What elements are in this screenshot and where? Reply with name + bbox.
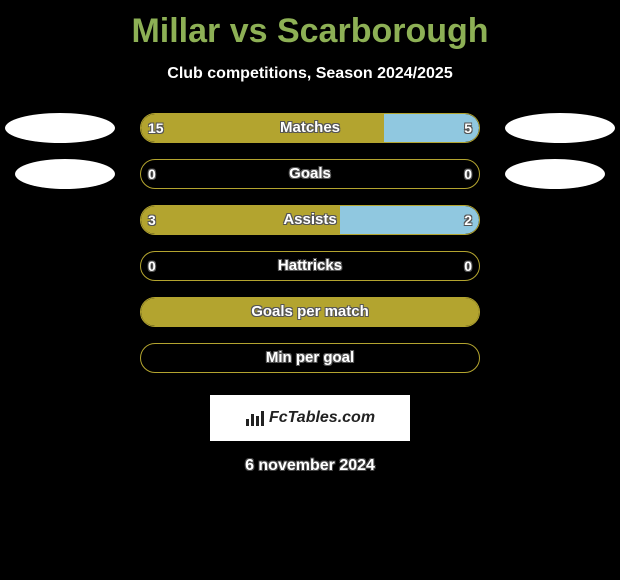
bar-left — [141, 114, 384, 142]
bar-container — [140, 113, 480, 143]
stat-row: Min per goal — [0, 343, 620, 389]
team-right-badge-icon — [505, 159, 605, 189]
stats-area: 15 Matches 5 0 Goals 0 3 Assists 2 0 Hat… — [0, 113, 620, 389]
stat-row: Goals per match — [0, 297, 620, 343]
bar-right — [384, 114, 479, 142]
team-left-badge-icon — [15, 159, 115, 189]
player-right-badge-icon — [505, 113, 615, 143]
player-left-badge-icon — [5, 113, 115, 143]
stat-row: 3 Assists 2 — [0, 205, 620, 251]
bar-container — [140, 159, 480, 189]
stat-row: 0 Hattricks 0 — [0, 251, 620, 297]
comparison-title: Millar vs Scarborough — [0, 0, 620, 51]
bar-right — [340, 206, 479, 234]
comparison-date: 6 november 2024 — [0, 457, 620, 475]
branding-text: FcTables.com — [269, 409, 375, 427]
bars-icon — [245, 409, 265, 427]
bar-container — [140, 343, 480, 373]
bar-left — [141, 298, 479, 326]
stat-row: 15 Matches 5 — [0, 113, 620, 159]
bar-container — [140, 297, 480, 327]
bar-container — [140, 205, 480, 235]
stat-row: 0 Goals 0 — [0, 159, 620, 205]
bar-left — [141, 206, 340, 234]
bar-container — [140, 251, 480, 281]
comparison-subtitle: Club competitions, Season 2024/2025 — [0, 65, 620, 83]
branding-badge: FcTables.com — [210, 395, 410, 441]
